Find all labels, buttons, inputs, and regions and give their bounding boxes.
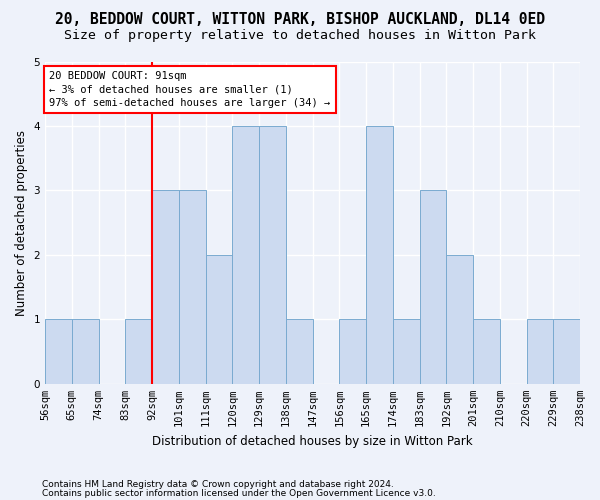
Bar xyxy=(366,126,393,384)
Bar xyxy=(419,190,446,384)
Bar xyxy=(45,320,72,384)
Bar xyxy=(553,320,580,384)
Bar xyxy=(527,320,553,384)
Bar xyxy=(179,190,206,384)
Bar xyxy=(125,320,152,384)
Bar xyxy=(393,320,419,384)
Text: Size of property relative to detached houses in Witton Park: Size of property relative to detached ho… xyxy=(64,29,536,42)
Bar xyxy=(473,320,500,384)
Bar xyxy=(259,126,286,384)
Text: 20 BEDDOW COURT: 91sqm
← 3% of detached houses are smaller (1)
97% of semi-detac: 20 BEDDOW COURT: 91sqm ← 3% of detached … xyxy=(49,71,331,108)
Bar xyxy=(286,320,313,384)
Bar xyxy=(206,255,232,384)
Bar xyxy=(446,255,473,384)
Text: Contains HM Land Registry data © Crown copyright and database right 2024.: Contains HM Land Registry data © Crown c… xyxy=(42,480,394,489)
X-axis label: Distribution of detached houses by size in Witton Park: Distribution of detached houses by size … xyxy=(152,434,473,448)
Bar xyxy=(72,320,98,384)
Text: 20, BEDDOW COURT, WITTON PARK, BISHOP AUCKLAND, DL14 0ED: 20, BEDDOW COURT, WITTON PARK, BISHOP AU… xyxy=(55,12,545,28)
Bar xyxy=(339,320,366,384)
Bar xyxy=(152,190,179,384)
Y-axis label: Number of detached properties: Number of detached properties xyxy=(15,130,28,316)
Bar xyxy=(232,126,259,384)
Text: Contains public sector information licensed under the Open Government Licence v3: Contains public sector information licen… xyxy=(42,488,436,498)
